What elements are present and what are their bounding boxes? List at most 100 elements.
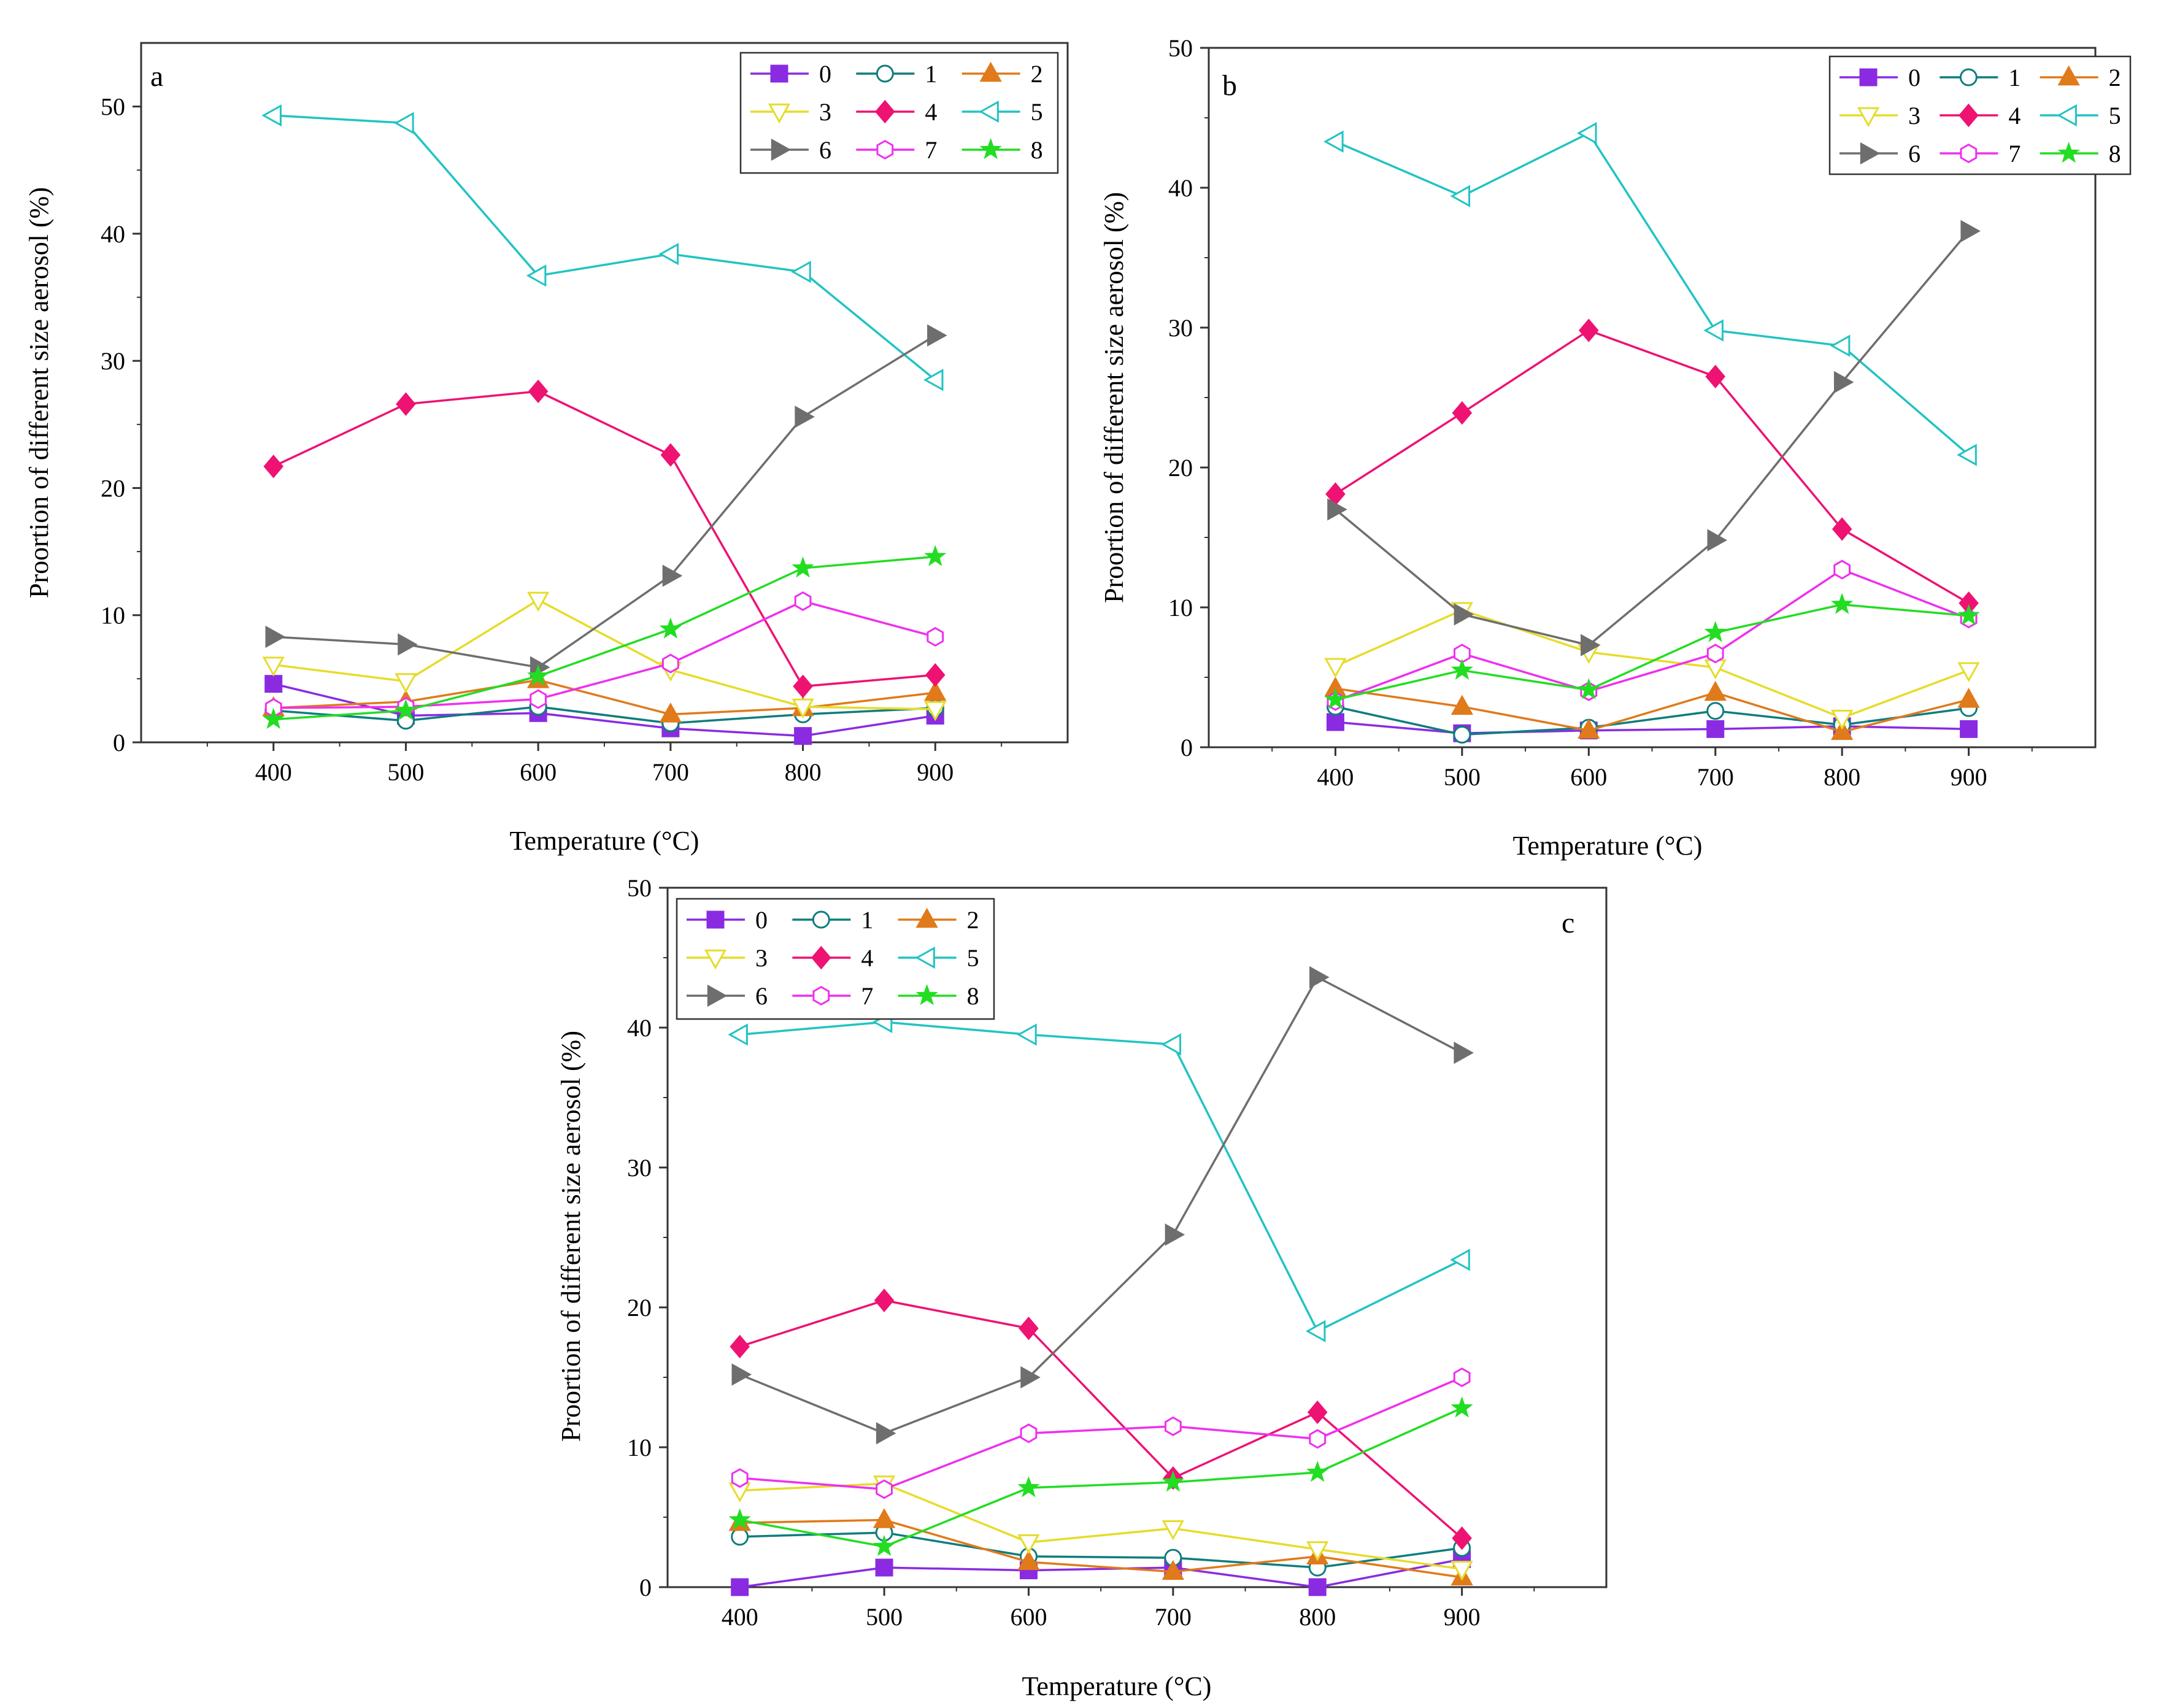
data-point-series-2 xyxy=(1017,1550,1040,1571)
legend-marker-3 xyxy=(1857,107,1880,128)
y-tick-label: 10 xyxy=(101,602,125,629)
legend-marker-6 xyxy=(771,138,792,161)
data-point-series-5 xyxy=(1323,130,1344,153)
data-point-series-6 xyxy=(1165,1223,1185,1246)
data-point-series-0 xyxy=(1308,1578,1327,1596)
data-point-series-7 xyxy=(927,626,944,647)
data-point-series-3 xyxy=(526,591,550,612)
data-point-series-0 xyxy=(1706,720,1725,738)
y-tick-label: 0 xyxy=(639,1574,652,1601)
data-point-series-0 xyxy=(1326,713,1344,731)
data-point-series-6 xyxy=(731,1363,752,1386)
data-point-series-5 xyxy=(261,104,282,127)
data-point-series-3 xyxy=(792,698,814,719)
data-point-series-4 xyxy=(1832,517,1852,541)
data-point-series-2 xyxy=(1578,718,1600,739)
data-point-series-6 xyxy=(1309,966,1330,989)
x-tick-label: 700 xyxy=(1155,1603,1192,1631)
legend-marker-0 xyxy=(770,64,788,83)
y-tick-label: 50 xyxy=(101,93,125,121)
chart-panel-a: 400 500 600 700 800 90001020304050Temperature… xyxy=(24,42,1069,856)
data-point-series-3 xyxy=(1162,1520,1185,1541)
data-point-series-4 xyxy=(793,674,813,699)
legend-label-4: 4 xyxy=(861,944,873,972)
legend-label-8: 8 xyxy=(2109,140,2121,167)
data-point-series-2 xyxy=(659,702,682,723)
legend-marker-5 xyxy=(979,100,999,123)
data-point-series-3 xyxy=(1957,662,1980,682)
data-point-series-7 xyxy=(1453,1367,1471,1388)
panel-letter: c xyxy=(1562,907,1574,939)
y-tick-label: 50 xyxy=(627,874,652,902)
data-point-series-8 xyxy=(1324,688,1347,709)
series-line-1 xyxy=(739,1531,1462,1569)
y-tick-label: 10 xyxy=(627,1434,652,1461)
x-tick-label: 500 xyxy=(387,758,424,786)
series-line-0 xyxy=(739,1558,1462,1588)
y-tick-label: 40 xyxy=(101,220,125,248)
data-point-series-2 xyxy=(1957,688,1980,708)
legend: 0 1 2 3 4 5 6 7 8 xyxy=(739,52,1059,174)
x-tick-label: 800 xyxy=(1824,763,1860,791)
data-point-series-8 xyxy=(1957,604,1980,626)
y-axis-title: Proortion of different size aerosol (%) xyxy=(556,1031,586,1442)
series-line-1 xyxy=(273,706,936,725)
series-line-6 xyxy=(739,975,1463,1435)
data-point-series-0 xyxy=(875,1558,893,1577)
data-point-series-6 xyxy=(1960,220,1981,242)
y-tick-label: 10 xyxy=(1168,594,1193,621)
series-line-5 xyxy=(739,1021,1463,1333)
legend-box xyxy=(739,52,1059,174)
data-point-series-4 xyxy=(263,454,283,479)
x-tick-label: 500 xyxy=(1444,763,1481,791)
legend-marker-1 xyxy=(1959,68,1978,87)
legend-marker-4 xyxy=(875,99,895,124)
chart-panel-c: 400 500 600 700 800 90001020304050Temperature… xyxy=(556,874,1608,1701)
data-point-series-8 xyxy=(1162,1470,1184,1492)
x-tick-label: 400 xyxy=(722,1603,758,1631)
legend-label-0: 0 xyxy=(1908,64,1921,91)
data-point-series-4 xyxy=(1307,1400,1328,1425)
legend-marker-4 xyxy=(811,945,831,970)
legend: 0 1 2 3 4 5 6 7 8 xyxy=(1828,55,2132,175)
data-point-series-3 xyxy=(395,673,417,693)
x-tick-label: 800 xyxy=(1299,1603,1336,1631)
data-point-series-7 xyxy=(1164,1416,1182,1436)
data-point-series-4 xyxy=(925,663,946,687)
data-point-series-6 xyxy=(1020,1366,1041,1389)
series-line-7 xyxy=(1335,568,1970,702)
series-line-7 xyxy=(273,600,936,709)
data-point-series-4 xyxy=(874,1288,895,1312)
legend-label-3: 3 xyxy=(819,98,831,126)
data-point-series-5 xyxy=(728,1023,748,1046)
legend: 0 1 2 3 4 5 6 7 8 xyxy=(676,898,995,1020)
data-point-series-7 xyxy=(731,1468,749,1488)
legend-marker-5 xyxy=(2057,104,2077,127)
data-point-series-6 xyxy=(876,1422,896,1445)
series-line-8 xyxy=(1335,603,1969,701)
legend-label-1: 1 xyxy=(2008,64,2021,91)
data-point-series-6 xyxy=(927,324,947,347)
legend-label-7: 7 xyxy=(925,136,937,164)
y-tick-label: 20 xyxy=(627,1294,652,1321)
series-line-5 xyxy=(1335,131,1970,456)
legend-marker-8 xyxy=(915,983,938,1006)
series-line-3 xyxy=(739,1482,1462,1571)
x-tick-label: 700 xyxy=(652,758,689,786)
legend-marker-3 xyxy=(768,103,791,124)
x-tick-label: 900 xyxy=(1444,1603,1481,1631)
data-point-series-5 xyxy=(1450,1248,1470,1271)
legend-label-4: 4 xyxy=(2008,102,2021,129)
legend-marker-7 xyxy=(812,985,830,1006)
data-point-series-5 xyxy=(791,260,811,283)
series-line-4 xyxy=(1335,329,1970,604)
data-point-series-2 xyxy=(1830,720,1854,741)
series-line-6 xyxy=(273,334,936,669)
data-point-series-3 xyxy=(262,656,285,677)
legend-marker-4 xyxy=(1959,103,1979,128)
y-tick-label: 0 xyxy=(113,729,125,756)
series-line-8 xyxy=(739,1407,1463,1548)
data-point-series-4 xyxy=(660,443,681,467)
data-point-series-7 xyxy=(794,591,812,611)
data-point-series-4 xyxy=(396,392,416,416)
